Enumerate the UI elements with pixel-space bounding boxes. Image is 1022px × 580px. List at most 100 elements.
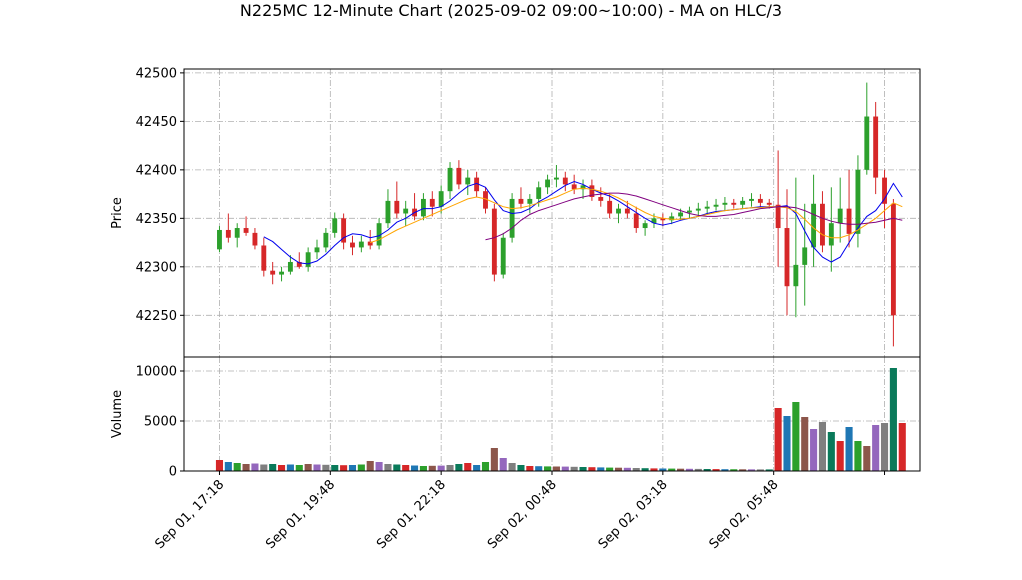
volume-bar: [827, 432, 835, 471]
volume-bar: [455, 464, 463, 471]
volume-bar: [818, 422, 827, 471]
candle-body: [456, 167, 462, 185]
candle-body: [420, 198, 426, 217]
volume-bar: [464, 463, 472, 471]
candle-body: [864, 116, 870, 170]
candle-body: [757, 198, 763, 203]
ma-line: [263, 180, 903, 265]
volume-bar: [810, 429, 818, 471]
volume-bar: [801, 417, 809, 471]
price-panel: 42250 42300 42350 42400 42450 42500 Price: [110, 66, 921, 358]
candle-body: [651, 218, 657, 224]
candle-body: [536, 187, 542, 199]
volume-bar: [490, 448, 498, 471]
volume-bar: [863, 446, 871, 471]
candle-body: [571, 184, 577, 190]
candle-body: [527, 198, 533, 204]
volume-bar: [898, 423, 906, 471]
volume-bar: [614, 467, 623, 471]
x-tick-label: Sep 02, 05:48: [707, 477, 782, 552]
candle-body: [358, 241, 364, 248]
volume-bar: [242, 464, 250, 471]
volume-bar: [730, 469, 738, 471]
volume-bar: [526, 466, 534, 471]
volume-bar: [845, 427, 853, 471]
candlesticks: [217, 82, 896, 347]
volume-bar: [650, 468, 658, 471]
candle-body: [243, 228, 249, 233]
candle-body: [766, 202, 772, 205]
candle-body: [323, 232, 329, 248]
volume-bar: [277, 465, 286, 471]
volume-panel: 0 5000 10000 Volume: [110, 356, 921, 480]
volume-bar: [632, 468, 640, 471]
price-tick-label: 42450: [136, 115, 177, 130]
candle-body: [687, 210, 692, 213]
volume-bar: [366, 461, 374, 471]
volume-bar: [402, 465, 410, 471]
volume-y-axis-label: Volume: [110, 390, 125, 438]
x-tick-label: Sep 02, 03:18: [596, 477, 671, 552]
volume-bar: [747, 469, 756, 471]
volume-bar: [428, 465, 436, 471]
candle-body: [669, 216, 675, 221]
volume-bar: [473, 465, 481, 471]
price-tick-label: 42250: [136, 309, 177, 324]
volume-bar: [286, 464, 294, 471]
candle-body: [633, 213, 639, 229]
volume-bar: [508, 463, 516, 471]
volume-bar: [588, 467, 596, 471]
volume-tick-label: 10000: [136, 365, 177, 380]
candle-body: [837, 208, 843, 224]
candle-body: [296, 261, 302, 267]
candle-body: [890, 203, 896, 316]
volume-bar: [224, 462, 232, 471]
candle-body: [642, 223, 648, 229]
volume-bar: [836, 441, 844, 471]
candle-body: [562, 177, 568, 185]
volume-bar: [295, 465, 303, 471]
volume-bar: [570, 466, 578, 471]
candle-body: [784, 228, 790, 287]
candle-body: [660, 218, 666, 221]
candle-body: [793, 264, 799, 287]
candle-body: [828, 223, 834, 246]
volume-bar: [783, 416, 791, 471]
volume-bar: [889, 368, 897, 471]
candle-body: [713, 204, 719, 207]
candle-body: [491, 208, 497, 275]
candle-body: [385, 200, 391, 224]
candle-body: [616, 208, 621, 214]
volume-bar: [774, 408, 782, 471]
volume-bar: [756, 469, 764, 471]
volume-bar: [712, 469, 720, 471]
volume-bar: [677, 468, 685, 471]
candle-body: [678, 212, 684, 217]
volume-bar: [481, 462, 490, 471]
volume-bar: [668, 468, 676, 471]
price-y-ticks: 42250 42300 42350 42400 42450 42500: [136, 66, 184, 324]
candle-body: [553, 177, 559, 180]
candle-body: [545, 179, 551, 188]
volume-bar: [517, 465, 525, 471]
volume-bars: [215, 368, 906, 471]
volume-bar: [215, 460, 224, 471]
candle-body: [314, 247, 320, 253]
candle-body: [598, 197, 604, 201]
candle-body: [447, 167, 453, 192]
x-tick-label: Sep 01, 19:48: [263, 477, 338, 552]
candle-body: [341, 218, 347, 243]
volume-bar: [269, 464, 277, 471]
volume-bar: [313, 464, 321, 471]
volume-bar: [322, 464, 330, 471]
volume-bar: [251, 463, 259, 471]
volume-bar: [544, 466, 552, 471]
candle-body: [518, 198, 524, 204]
candle-body: [252, 232, 258, 246]
volume-bar: [357, 464, 365, 471]
candle-body: [332, 218, 338, 233]
candle-body: [740, 200, 746, 205]
ma-line: [485, 192, 903, 241]
